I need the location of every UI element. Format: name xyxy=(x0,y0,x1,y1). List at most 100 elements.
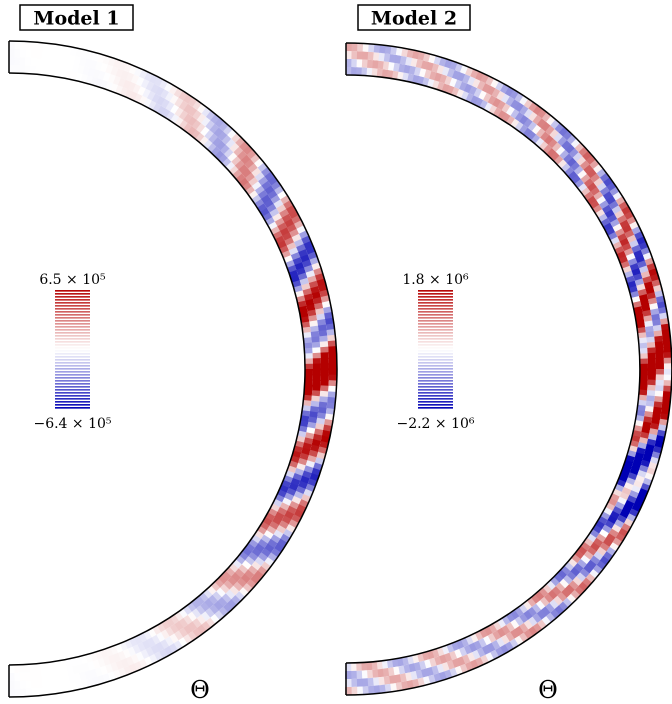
field-cell xyxy=(328,357,337,365)
colorbar-stripe xyxy=(418,371,453,373)
field-cell xyxy=(655,374,664,382)
field-cell xyxy=(47,685,55,695)
field-cell xyxy=(481,83,492,94)
field-cell xyxy=(378,52,386,62)
field-cell xyxy=(31,41,39,51)
field-cell xyxy=(264,543,275,554)
field-cell xyxy=(351,51,359,60)
field-cell xyxy=(635,316,645,324)
field-cell xyxy=(41,686,49,696)
field-cell xyxy=(568,580,579,591)
colorbar-stripe xyxy=(55,305,90,307)
field-cell xyxy=(361,686,369,695)
field-cell xyxy=(470,95,480,106)
field-cell xyxy=(548,599,559,610)
field-cell xyxy=(383,53,392,63)
field-cell xyxy=(473,88,483,98)
colorbar-stripe xyxy=(418,404,453,406)
field-cell xyxy=(35,679,43,688)
field-cell xyxy=(9,49,16,58)
colorbar-stripe xyxy=(418,302,453,304)
field-cell xyxy=(393,674,402,684)
field-cell xyxy=(248,163,259,174)
field-cell xyxy=(599,186,611,197)
field-cell xyxy=(371,68,379,77)
field-cell xyxy=(541,121,552,133)
field-cell xyxy=(610,218,621,229)
field-cell xyxy=(24,57,32,66)
field-cell xyxy=(495,637,505,648)
field-cell xyxy=(644,411,653,419)
field-cell xyxy=(145,81,156,92)
colorbar-stripe xyxy=(418,350,453,352)
field-cell xyxy=(325,317,334,326)
field-cell xyxy=(53,44,62,54)
colorbar-label: 6.5 × 10⁵ xyxy=(39,272,106,288)
field-cell xyxy=(614,210,625,220)
field-cell xyxy=(540,606,551,617)
field-cell xyxy=(592,537,603,548)
field-cell xyxy=(312,369,321,376)
field-cell xyxy=(638,342,648,350)
field-cell xyxy=(234,160,246,171)
field-cell xyxy=(19,57,27,66)
field-cell xyxy=(24,688,32,697)
field-cell xyxy=(270,534,281,545)
colorbar-stripe xyxy=(55,389,90,391)
field-cell xyxy=(221,593,232,604)
colorbar-stripe xyxy=(418,296,453,298)
field-cell xyxy=(178,618,188,629)
field-cell xyxy=(273,199,284,210)
field-cell xyxy=(219,583,230,595)
field-cell xyxy=(639,353,648,360)
field-cell xyxy=(312,363,321,370)
field-cell xyxy=(18,680,26,689)
field-cell xyxy=(241,168,253,179)
field-cell xyxy=(655,379,664,387)
field-cell xyxy=(647,358,656,365)
field-cell xyxy=(351,59,358,68)
field-cell xyxy=(196,614,207,626)
field-cell xyxy=(19,688,27,697)
field-cell xyxy=(312,379,321,387)
field-cell xyxy=(486,633,497,644)
field-cell xyxy=(607,515,618,525)
colorbar-stripe xyxy=(55,392,90,394)
field-cell xyxy=(14,65,21,74)
field-cell xyxy=(356,686,364,695)
field-cell xyxy=(220,144,231,155)
field-cell xyxy=(605,227,616,237)
colorbar-stripe xyxy=(418,359,453,361)
field-cell xyxy=(196,123,207,134)
colorbar-stripe xyxy=(55,296,90,298)
colorbar-stripe xyxy=(418,383,453,385)
field-cell xyxy=(551,586,562,597)
field-cell xyxy=(312,358,321,365)
field-cell xyxy=(150,83,161,94)
field-cell xyxy=(536,128,546,139)
field-cell xyxy=(662,340,672,348)
field-cell xyxy=(356,67,363,76)
field-cell xyxy=(607,231,618,241)
field-cell xyxy=(522,610,533,621)
field-cell xyxy=(590,173,601,184)
field-cell xyxy=(205,120,216,131)
field-cell xyxy=(617,214,628,225)
field-cell xyxy=(18,672,26,681)
field-cell xyxy=(645,400,655,408)
colorbar-stripe xyxy=(55,329,90,331)
field-cell xyxy=(320,385,329,393)
field-cell xyxy=(13,688,21,697)
field-cell xyxy=(304,374,313,381)
field-cell xyxy=(47,51,55,61)
field-cell xyxy=(612,223,623,233)
field-cell xyxy=(191,618,202,629)
field-cell xyxy=(370,661,378,670)
field-cell xyxy=(655,357,664,365)
field-cell xyxy=(317,412,326,421)
field-cell xyxy=(617,496,627,506)
field-cell xyxy=(279,209,290,219)
field-cell xyxy=(381,69,389,78)
field-cell xyxy=(560,588,571,599)
